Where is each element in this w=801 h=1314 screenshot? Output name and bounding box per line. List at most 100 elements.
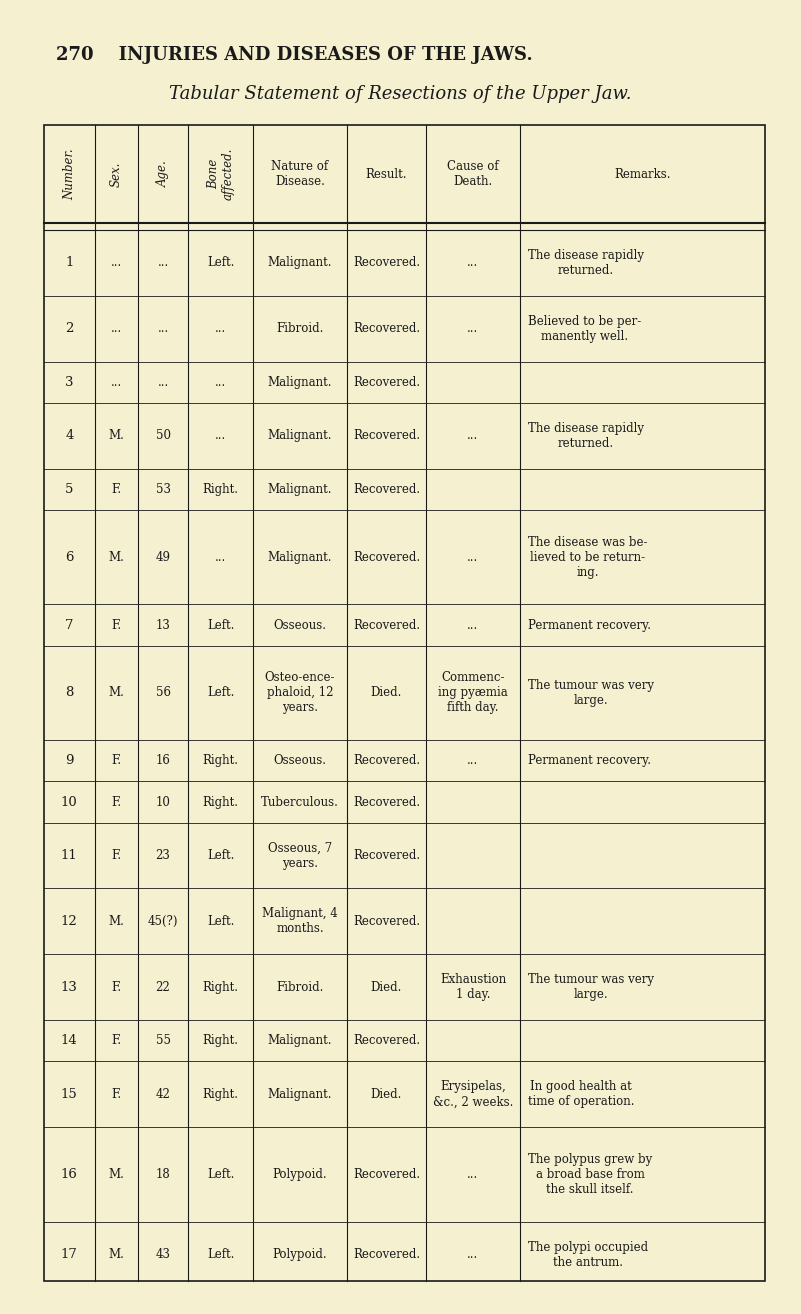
Text: Permanent recovery.: Permanent recovery. — [528, 754, 651, 767]
Text: In good health at
time of operation.: In good health at time of operation. — [528, 1080, 634, 1108]
Text: Remarks.: Remarks. — [614, 168, 670, 180]
Text: Left.: Left. — [207, 256, 235, 269]
Text: Recovered.: Recovered. — [353, 430, 420, 443]
Text: 56: 56 — [155, 686, 171, 699]
Text: Believed to be per-
manently well.: Believed to be per- manently well. — [528, 315, 641, 343]
Text: 2: 2 — [65, 322, 74, 335]
Text: Cause of
Death.: Cause of Death. — [447, 160, 499, 188]
Text: Age.: Age. — [156, 160, 170, 188]
Text: Recovered.: Recovered. — [353, 619, 420, 632]
Text: ...: ... — [467, 256, 479, 269]
Text: 7: 7 — [65, 619, 74, 632]
Text: 16: 16 — [61, 1168, 78, 1181]
Text: M.: M. — [108, 915, 124, 928]
Text: ...: ... — [157, 376, 169, 389]
Text: M.: M. — [108, 430, 124, 443]
Text: M.: M. — [108, 551, 124, 564]
Text: The disease was be-
lieved to be return-
ing.: The disease was be- lieved to be return-… — [528, 536, 647, 578]
Text: M.: M. — [108, 1248, 124, 1261]
Text: ...: ... — [111, 376, 122, 389]
Text: Recovered.: Recovered. — [353, 322, 420, 335]
Text: Tuberculous.: Tuberculous. — [261, 795, 339, 808]
Text: Malignant.: Malignant. — [268, 1088, 332, 1101]
Text: Sex.: Sex. — [110, 162, 123, 187]
Text: Fibroid.: Fibroid. — [276, 980, 324, 993]
Text: 8: 8 — [65, 686, 74, 699]
Text: Left.: Left. — [207, 1248, 235, 1261]
Text: 10: 10 — [61, 795, 78, 808]
Text: The tumour was very
large.: The tumour was very large. — [528, 679, 654, 707]
Bar — [44, 125, 765, 1281]
Text: The disease rapidly
returned.: The disease rapidly returned. — [528, 248, 644, 277]
Text: 1: 1 — [65, 256, 74, 269]
Text: 4: 4 — [65, 430, 74, 443]
Text: Left.: Left. — [207, 915, 235, 928]
Text: 55: 55 — [155, 1034, 171, 1047]
Text: Osseous.: Osseous. — [273, 754, 327, 767]
Text: ...: ... — [467, 754, 479, 767]
Text: ...: ... — [215, 376, 227, 389]
Text: 18: 18 — [155, 1168, 171, 1181]
Text: Recovered.: Recovered. — [353, 754, 420, 767]
Text: M.: M. — [108, 686, 124, 699]
Text: 22: 22 — [155, 980, 171, 993]
Text: Left.: Left. — [207, 849, 235, 862]
Text: Tabular Statement of Resections of the Upper Jaw.: Tabular Statement of Resections of the U… — [169, 85, 632, 104]
Text: 17: 17 — [61, 1248, 78, 1261]
Text: Malignant.: Malignant. — [268, 482, 332, 495]
Text: The disease rapidly
returned.: The disease rapidly returned. — [528, 422, 644, 449]
Text: Recovered.: Recovered. — [353, 1248, 420, 1261]
Text: ...: ... — [111, 256, 122, 269]
Text: Nature of
Disease.: Nature of Disease. — [272, 160, 328, 188]
Text: Recovered.: Recovered. — [353, 256, 420, 269]
Text: Bone
affected.: Bone affected. — [207, 148, 235, 200]
Text: Malignant.: Malignant. — [268, 551, 332, 564]
Text: 14: 14 — [61, 1034, 78, 1047]
Text: Number.: Number. — [62, 148, 76, 200]
Text: Polypoid.: Polypoid. — [272, 1248, 328, 1261]
Text: Died.: Died. — [371, 1088, 402, 1101]
Text: Left.: Left. — [207, 1168, 235, 1181]
Text: ...: ... — [467, 619, 479, 632]
Text: 11: 11 — [61, 849, 78, 862]
Text: Right.: Right. — [203, 1034, 239, 1047]
Text: F.: F. — [111, 795, 121, 808]
Text: Recovered.: Recovered. — [353, 1034, 420, 1047]
Text: 23: 23 — [155, 849, 171, 862]
Text: Right.: Right. — [203, 795, 239, 808]
Text: ...: ... — [215, 551, 227, 564]
Text: 45(?): 45(?) — [147, 915, 179, 928]
Text: Recovered.: Recovered. — [353, 1168, 420, 1181]
Text: Osseous.: Osseous. — [273, 619, 327, 632]
Text: ...: ... — [215, 430, 227, 443]
Text: The polypus grew by
a broad base from
the skull itself.: The polypus grew by a broad base from th… — [528, 1152, 652, 1196]
Text: F.: F. — [111, 482, 121, 495]
Text: 10: 10 — [155, 795, 171, 808]
Text: Result.: Result. — [366, 168, 407, 180]
Text: Recovered.: Recovered. — [353, 795, 420, 808]
Text: 5: 5 — [65, 482, 74, 495]
Text: Left.: Left. — [207, 686, 235, 699]
Text: Fibroid.: Fibroid. — [276, 322, 324, 335]
Text: Malignant.: Malignant. — [268, 1034, 332, 1047]
Text: Right.: Right. — [203, 980, 239, 993]
Text: 15: 15 — [61, 1088, 78, 1101]
Text: Died.: Died. — [371, 980, 402, 993]
Text: 13: 13 — [61, 980, 78, 993]
Text: ...: ... — [467, 430, 479, 443]
Text: Recovered.: Recovered. — [353, 915, 420, 928]
Text: 16: 16 — [155, 754, 171, 767]
Text: 50: 50 — [155, 430, 171, 443]
Text: 43: 43 — [155, 1248, 171, 1261]
Text: 53: 53 — [155, 482, 171, 495]
Text: Exhaustion
1 day.: Exhaustion 1 day. — [440, 974, 506, 1001]
Text: Malignant, 4
months.: Malignant, 4 months. — [262, 908, 338, 936]
Text: 13: 13 — [155, 619, 171, 632]
Text: M.: M. — [108, 1168, 124, 1181]
Text: Erysipelas,
&c., 2 weeks.: Erysipelas, &c., 2 weeks. — [433, 1080, 513, 1108]
Text: F.: F. — [111, 1034, 121, 1047]
Text: F.: F. — [111, 754, 121, 767]
Text: 270    INJURIES AND DISEASES OF THE JAWS.: 270 INJURIES AND DISEASES OF THE JAWS. — [56, 46, 533, 64]
Text: Right.: Right. — [203, 1088, 239, 1101]
Text: Recovered.: Recovered. — [353, 376, 420, 389]
